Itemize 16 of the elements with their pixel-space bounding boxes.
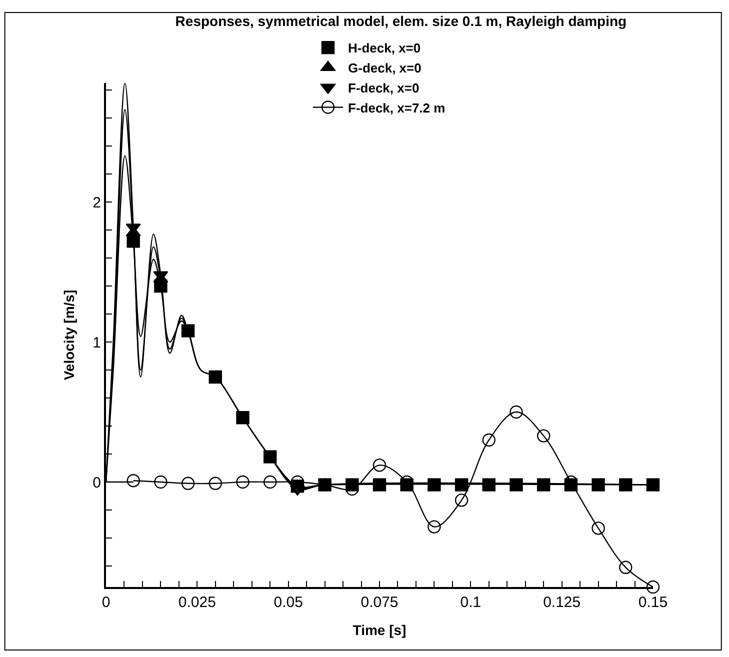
x-tick-label: 0.075	[360, 594, 398, 611]
legend-label: F-deck, x=0	[348, 80, 420, 96]
x-tick-label: 0.1	[460, 594, 482, 611]
legend-label: F-deck, x=7.2 m	[348, 100, 446, 116]
chart-title: Responses, symmetrical model, elem. size 0.1 m, Rayleigh damping	[175, 13, 627, 30]
x-tick-label: 0.125	[543, 594, 581, 611]
y-tick-label: 1	[92, 334, 101, 352]
x-tick-label: 0.05	[274, 594, 303, 611]
legend-label: G-deck, x=0	[348, 60, 422, 76]
y-tick-label: 2	[92, 194, 101, 212]
x-axis-title: Time [s]	[352, 622, 406, 638]
y-tick-label: 0	[92, 474, 101, 492]
x-tick-label: 0.15	[638, 594, 668, 611]
y-axis-title: Velocity [m/s]	[60, 290, 77, 380]
x-tick-label: 0.025	[178, 594, 216, 611]
legend-label: H-deck, x=0	[348, 40, 421, 56]
